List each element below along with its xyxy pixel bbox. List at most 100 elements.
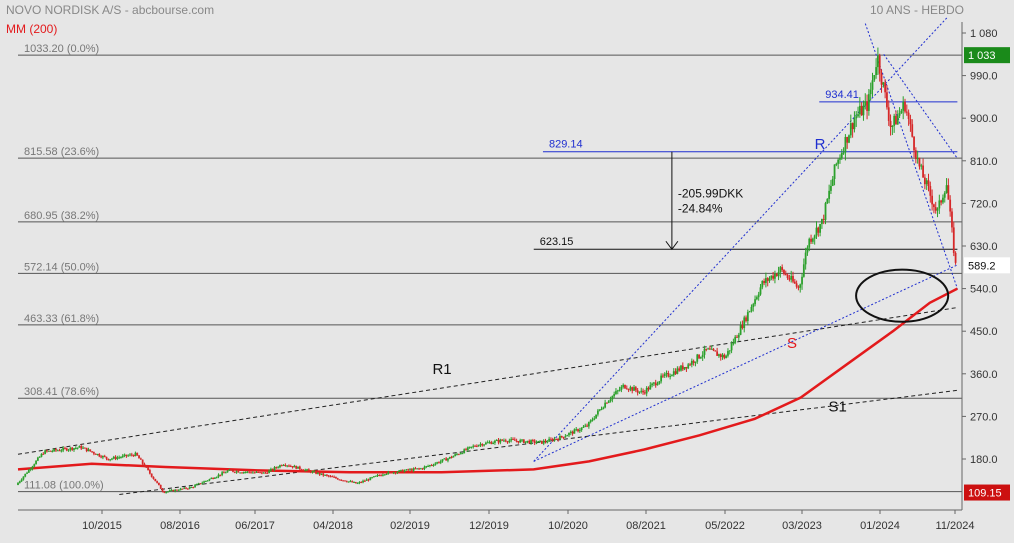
candle-body bbox=[371, 477, 373, 479]
candle bbox=[304, 468, 307, 472]
candle bbox=[848, 134, 850, 144]
candle bbox=[288, 464, 290, 468]
candle bbox=[82, 445, 84, 450]
candle bbox=[165, 491, 168, 494]
candle-body bbox=[203, 481, 205, 483]
candle bbox=[658, 380, 661, 385]
candle-body bbox=[544, 440, 547, 442]
candle-body bbox=[609, 399, 612, 401]
candle-body bbox=[345, 481, 348, 483]
candle-body bbox=[405, 469, 408, 471]
candle bbox=[732, 338, 735, 346]
candle-body bbox=[212, 477, 215, 479]
candle bbox=[418, 467, 420, 470]
candle bbox=[443, 458, 446, 460]
candle-body bbox=[566, 435, 569, 437]
candle bbox=[80, 444, 83, 450]
candle bbox=[839, 154, 841, 164]
y-tick-label: 1 080 bbox=[970, 28, 998, 40]
candle bbox=[620, 385, 623, 393]
candle-body bbox=[568, 432, 570, 436]
candle bbox=[100, 454, 103, 459]
candle-body bbox=[891, 125, 894, 128]
candle-body bbox=[300, 469, 303, 471]
candle bbox=[696, 353, 699, 364]
candle-body bbox=[403, 470, 406, 472]
candle-body bbox=[260, 472, 263, 474]
candle bbox=[456, 452, 458, 456]
candle bbox=[920, 163, 923, 170]
candle bbox=[887, 100, 890, 126]
candle-body bbox=[652, 382, 655, 384]
candle-body bbox=[347, 481, 350, 483]
candle-body bbox=[51, 451, 54, 453]
candle bbox=[723, 353, 726, 360]
candle bbox=[76, 447, 79, 450]
candle bbox=[504, 438, 507, 443]
candle-body bbox=[580, 427, 583, 430]
candle-body bbox=[297, 466, 299, 469]
candle bbox=[186, 488, 189, 490]
candle-body bbox=[148, 470, 151, 474]
candle bbox=[687, 362, 690, 370]
fib-label: 1033.20 (0.0%) bbox=[24, 43, 99, 55]
candle-body bbox=[821, 219, 823, 225]
candle bbox=[624, 384, 626, 389]
candle-body bbox=[410, 469, 413, 471]
candle-body bbox=[745, 317, 747, 322]
candle bbox=[548, 436, 551, 442]
candle-body bbox=[154, 478, 157, 482]
candle bbox=[156, 480, 159, 484]
candle bbox=[62, 446, 65, 453]
candle-body bbox=[365, 479, 368, 481]
candle bbox=[277, 465, 280, 469]
candle bbox=[544, 438, 547, 444]
candle bbox=[866, 94, 868, 120]
candle-body bbox=[671, 375, 673, 377]
candle bbox=[127, 454, 130, 457]
candle bbox=[710, 345, 713, 350]
candle bbox=[566, 434, 569, 437]
candle bbox=[669, 373, 672, 380]
badge-high-bg bbox=[964, 47, 1010, 64]
candle-body bbox=[356, 483, 359, 485]
candle-body bbox=[808, 238, 811, 248]
candle bbox=[569, 430, 572, 436]
fib-label: 111.08 (100.0%) bbox=[24, 480, 104, 492]
candle bbox=[268, 469, 271, 474]
candle bbox=[499, 438, 502, 445]
horizontal-levels: 934.41 829.14 623.15 bbox=[533, 89, 958, 250]
candle-body bbox=[831, 178, 834, 186]
candle-body bbox=[33, 464, 36, 467]
candle-body bbox=[725, 355, 728, 359]
candle bbox=[112, 455, 115, 460]
candle bbox=[230, 468, 233, 471]
candle-body bbox=[611, 396, 614, 400]
candle-body bbox=[340, 479, 343, 481]
candle-body bbox=[389, 471, 392, 473]
candle-body bbox=[121, 455, 124, 458]
candle-body bbox=[710, 348, 713, 350]
candle bbox=[147, 467, 149, 471]
candle bbox=[647, 386, 650, 392]
candle-body bbox=[517, 441, 520, 443]
candle bbox=[512, 437, 514, 441]
candle bbox=[873, 74, 876, 82]
candle-body bbox=[416, 468, 419, 470]
candle bbox=[208, 478, 211, 482]
candle-body bbox=[602, 407, 605, 410]
candle-body bbox=[497, 440, 500, 443]
candle-body bbox=[942, 197, 944, 203]
candle-body bbox=[138, 455, 140, 459]
candle-body bbox=[595, 414, 597, 419]
candle bbox=[501, 439, 504, 442]
candle-body bbox=[459, 453, 462, 455]
candle bbox=[44, 449, 46, 455]
candle-body bbox=[24, 473, 27, 477]
candle bbox=[539, 440, 541, 443]
fib-label: 308.41 (78.6%) bbox=[24, 386, 99, 398]
candle-body bbox=[551, 439, 554, 441]
candle-body bbox=[228, 469, 231, 471]
candle-body bbox=[136, 452, 139, 456]
candle-body bbox=[801, 276, 803, 285]
